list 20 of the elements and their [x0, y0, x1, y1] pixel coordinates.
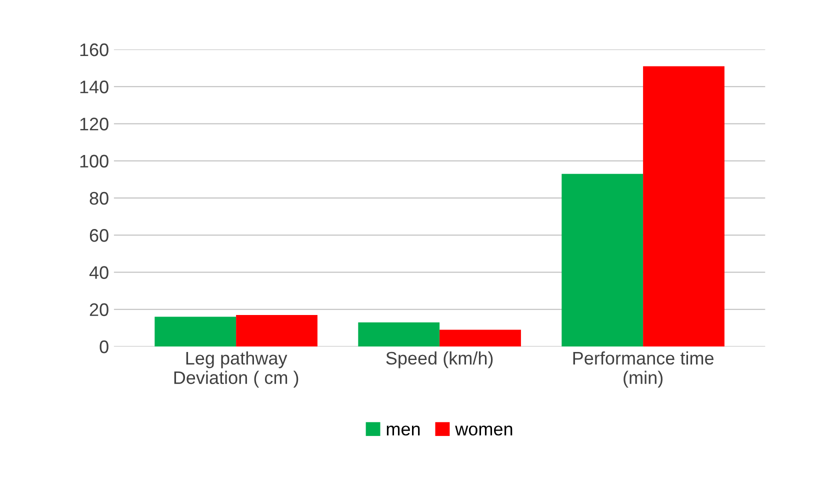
bar: [643, 66, 724, 346]
y-tick-label: 140: [80, 80, 108, 94]
bar: [562, 174, 644, 346]
y-tick-label: 0: [100, 340, 108, 354]
y-tick-label: 160: [80, 43, 108, 56]
y-tick-label: 40: [89, 266, 108, 279]
y-tick-label: 100: [80, 154, 108, 168]
legend-label: men: [386, 426, 420, 436]
y-tick-label: 120: [80, 118, 108, 130]
bar: [358, 322, 440, 346]
bar: [236, 314, 318, 346]
y-tick-label: 60: [90, 229, 108, 242]
x-tick-label: Speed (km/h): [386, 351, 493, 368]
bar: [440, 330, 521, 346]
y-tick-label: 80: [90, 192, 108, 205]
legend-label: women: [455, 426, 512, 436]
y-tick-label: 20: [90, 303, 108, 316]
bar: [154, 316, 236, 346]
x-tick-label: Performance time (min): [573, 351, 714, 388]
x-tick-label: Leg pathway Deviation ( cm ): [174, 351, 298, 388]
